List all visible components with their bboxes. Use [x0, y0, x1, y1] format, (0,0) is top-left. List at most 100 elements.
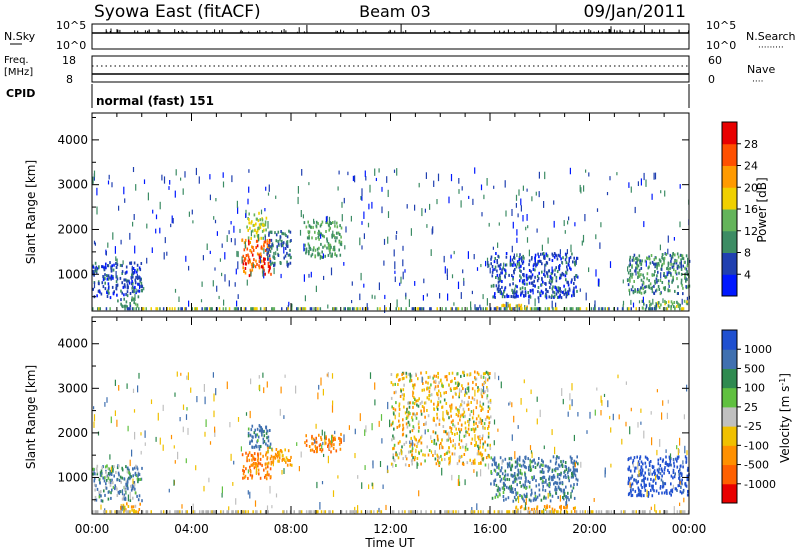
data-cell	[133, 409, 136, 413]
data-cell	[122, 495, 125, 499]
data-cell	[509, 489, 512, 493]
data-cell	[116, 419, 118, 427]
data-cell	[283, 510, 285, 514]
data-cell	[551, 478, 553, 482]
data-cell	[464, 479, 466, 486]
data-cell	[536, 510, 539, 514]
data-cell	[503, 304, 505, 308]
data-cell	[250, 307, 252, 311]
data-cell	[542, 460, 544, 464]
data-cell	[585, 307, 588, 311]
data-cell	[479, 438, 481, 445]
data-cell	[132, 388, 135, 393]
data-cell	[605, 510, 608, 514]
data-cell	[239, 228, 241, 233]
data-cell	[136, 270, 138, 274]
data-cell	[637, 181, 639, 187]
data-cell	[646, 277, 648, 281]
data-cell	[308, 224, 311, 228]
data-cell	[548, 510, 550, 514]
data-cell	[519, 506, 522, 510]
data-cell	[680, 254, 683, 257]
data-cell	[508, 510, 511, 514]
data-cell	[500, 381, 502, 389]
data-cell	[222, 307, 225, 311]
data-cell	[107, 282, 110, 286]
data-cell	[416, 461, 418, 469]
data-cell	[101, 499, 104, 503]
data-cell	[487, 510, 489, 514]
data-cell	[560, 257, 562, 261]
data-cell	[126, 510, 129, 514]
data-cell	[182, 426, 184, 433]
data-cell	[677, 303, 680, 306]
data-cell	[660, 190, 662, 194]
data-cell	[522, 497, 524, 501]
data-cell	[450, 440, 452, 444]
data-cell	[139, 478, 142, 481]
nsky-label: N.Sky	[4, 30, 36, 43]
data-cell	[682, 264, 684, 268]
data-cell	[93, 483, 96, 487]
data-cell	[517, 495, 520, 504]
data-cell	[502, 266, 504, 270]
data-cell	[663, 482, 665, 485]
data-cell	[565, 307, 568, 311]
data-cell	[181, 510, 183, 514]
colorbar-tick-label: 25	[744, 401, 758, 414]
data-cell	[479, 400, 481, 404]
data-cell	[112, 292, 115, 296]
data-cell	[131, 298, 133, 302]
data-cell	[127, 468, 129, 472]
data-cell	[434, 457, 437, 461]
data-cell	[127, 494, 129, 502]
data-cell	[416, 510, 419, 514]
data-cell	[129, 476, 131, 480]
data-cell	[660, 478, 663, 482]
data-cell	[100, 504, 102, 510]
data-cell	[489, 267, 491, 274]
data-cell	[275, 195, 277, 199]
data-cell	[654, 307, 656, 311]
data-cell	[631, 474, 633, 478]
data-cell	[523, 499, 525, 503]
data-cell	[92, 176, 94, 184]
data-cell	[400, 276, 402, 284]
data-cell	[540, 476, 543, 480]
data-cell	[651, 273, 654, 277]
data-cell	[502, 486, 504, 490]
data-cell	[113, 474, 115, 478]
data-cell	[258, 234, 260, 242]
data-cell	[449, 455, 451, 463]
cpid-strip: CPID normal (fast) 151	[6, 84, 690, 108]
data-cell	[661, 412, 663, 420]
data-cell	[332, 447, 335, 450]
data-cell	[322, 245, 324, 249]
data-cell	[317, 252, 320, 256]
data-cell	[663, 471, 665, 475]
data-cell	[415, 438, 417, 442]
data-cell	[514, 460, 517, 464]
data-cell	[494, 462, 496, 466]
data-cell	[478, 462, 480, 465]
data-cell	[681, 298, 683, 305]
data-cell	[488, 407, 491, 411]
data-cell	[472, 461, 475, 465]
data-cell	[489, 398, 492, 402]
data-cell	[670, 474, 673, 478]
data-cell	[477, 389, 479, 393]
data-cell	[439, 443, 441, 450]
data-cell	[385, 307, 387, 311]
data-cell	[279, 408, 281, 416]
data-cell	[531, 256, 533, 259]
data-cell	[654, 172, 657, 180]
data-cell	[446, 378, 448, 382]
data-cell	[677, 292, 679, 295]
data-cell	[273, 455, 276, 459]
data-cell	[332, 248, 335, 252]
data-cell	[379, 461, 382, 468]
data-cell	[391, 405, 393, 409]
data-cell	[415, 448, 417, 453]
data-cell	[103, 489, 105, 493]
data-cell	[310, 271, 312, 278]
